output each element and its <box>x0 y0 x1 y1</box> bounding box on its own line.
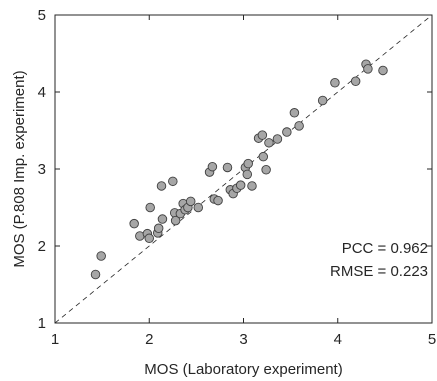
y-axis-label: MOS (P.808 Imp. experiment) <box>11 70 28 267</box>
data-point <box>90 269 101 280</box>
y-tick-label: 4 <box>38 84 46 101</box>
data-point <box>257 130 268 140</box>
x-tick-label: 1 <box>51 331 59 348</box>
data-point <box>330 78 340 88</box>
data-point <box>129 218 139 229</box>
data-point <box>156 181 167 191</box>
x-tick-label: 3 <box>239 331 247 348</box>
data-point <box>242 169 253 180</box>
data-point <box>289 108 300 118</box>
data-point <box>243 158 253 169</box>
data-point <box>264 138 274 148</box>
x-tick-label: 5 <box>428 331 436 348</box>
pcc-annotation: PCC = 0.962 <box>342 240 428 257</box>
y-tick-label: 3 <box>38 161 46 178</box>
y-tick-label: 2 <box>38 238 46 255</box>
x-tick-label: 2 <box>145 331 153 348</box>
data-point <box>193 202 204 213</box>
data-point <box>222 162 233 173</box>
data-point <box>153 223 164 234</box>
data-point <box>350 76 361 86</box>
data-point <box>317 95 328 106</box>
rmse-annotation: RMSE = 0.223 <box>330 263 428 280</box>
data-point <box>145 202 155 213</box>
x-tick-label: 4 <box>334 331 342 348</box>
data-point <box>247 181 257 191</box>
data-point <box>207 161 218 172</box>
data-point <box>144 233 154 244</box>
data-point <box>235 180 246 190</box>
axis-ticks: 1 2 3 4 5 1 2 3 4 5 <box>38 7 437 348</box>
data-point <box>185 196 196 207</box>
data-point <box>282 127 292 137</box>
data-point <box>261 165 271 175</box>
data-points <box>90 59 388 280</box>
data-point <box>294 121 304 131</box>
y-tick-label: 5 <box>38 7 46 24</box>
data-point <box>157 214 168 224</box>
data-point <box>96 251 106 261</box>
data-point <box>213 195 223 206</box>
data-point <box>258 151 269 162</box>
data-point <box>363 64 373 74</box>
y-tick-label: 1 <box>38 315 46 332</box>
data-point <box>272 134 283 144</box>
x-axis-label: MOS (Laboratory experiment) <box>144 361 342 378</box>
data-point <box>170 215 181 226</box>
data-point <box>378 65 388 76</box>
data-point <box>168 176 178 187</box>
